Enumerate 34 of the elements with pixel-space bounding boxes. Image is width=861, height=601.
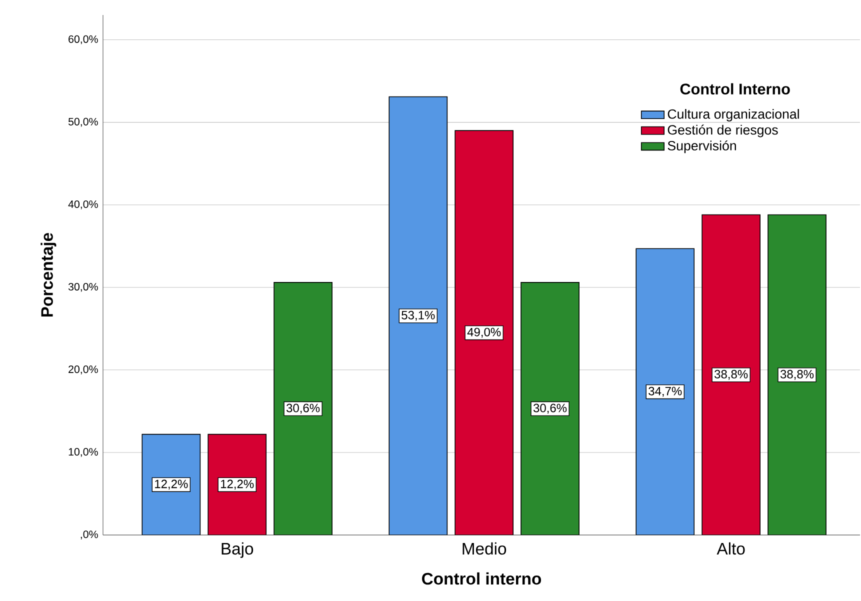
legend-title: Control Interno bbox=[680, 83, 790, 94]
data-label: 38,8% bbox=[714, 370, 748, 380]
x-tick-label: Bajo bbox=[222, 542, 254, 558]
data-label: 30,6% bbox=[533, 404, 567, 414]
legend-label: Cultura organizacional bbox=[668, 109, 799, 122]
x-axis-title: Control interno bbox=[422, 572, 542, 585]
bar bbox=[388, 96, 448, 535]
data-label: 49,0% bbox=[467, 328, 501, 338]
x-tick-label: Medio bbox=[462, 542, 506, 555]
bar bbox=[636, 248, 695, 535]
y-tick-label: 40,0% bbox=[68, 200, 98, 210]
y-tick-label: 20,0% bbox=[68, 366, 98, 374]
data-label: 12,2% bbox=[155, 480, 188, 490]
y-tick-label: 60,0% bbox=[68, 35, 98, 44]
y-tick-label: 50,0% bbox=[68, 118, 98, 127]
legend-label: Gestión de riesgos bbox=[668, 124, 778, 138]
bar bbox=[702, 214, 760, 535]
y-axis-title: Porcentaje bbox=[40, 232, 56, 317]
x-tick-label: Alto bbox=[716, 542, 745, 555]
bar bbox=[768, 214, 826, 535]
bar bbox=[454, 130, 514, 535]
data-label: 53,1% bbox=[402, 310, 435, 321]
bar bbox=[142, 434, 201, 535]
y-tick-label: 30,0% bbox=[68, 282, 98, 292]
data-label: 30,6% bbox=[286, 404, 320, 414]
data-label: 34,7% bbox=[648, 386, 682, 397]
data-label: 38,8% bbox=[780, 370, 814, 380]
bar bbox=[520, 282, 580, 535]
bar bbox=[274, 282, 332, 535]
y-tick-label: ,0% bbox=[80, 530, 98, 540]
data-label: 12,2% bbox=[221, 480, 254, 490]
bar bbox=[208, 434, 267, 535]
legend-label: Supervisión bbox=[668, 140, 736, 154]
y-tick-label: 10,0% bbox=[68, 448, 98, 457]
